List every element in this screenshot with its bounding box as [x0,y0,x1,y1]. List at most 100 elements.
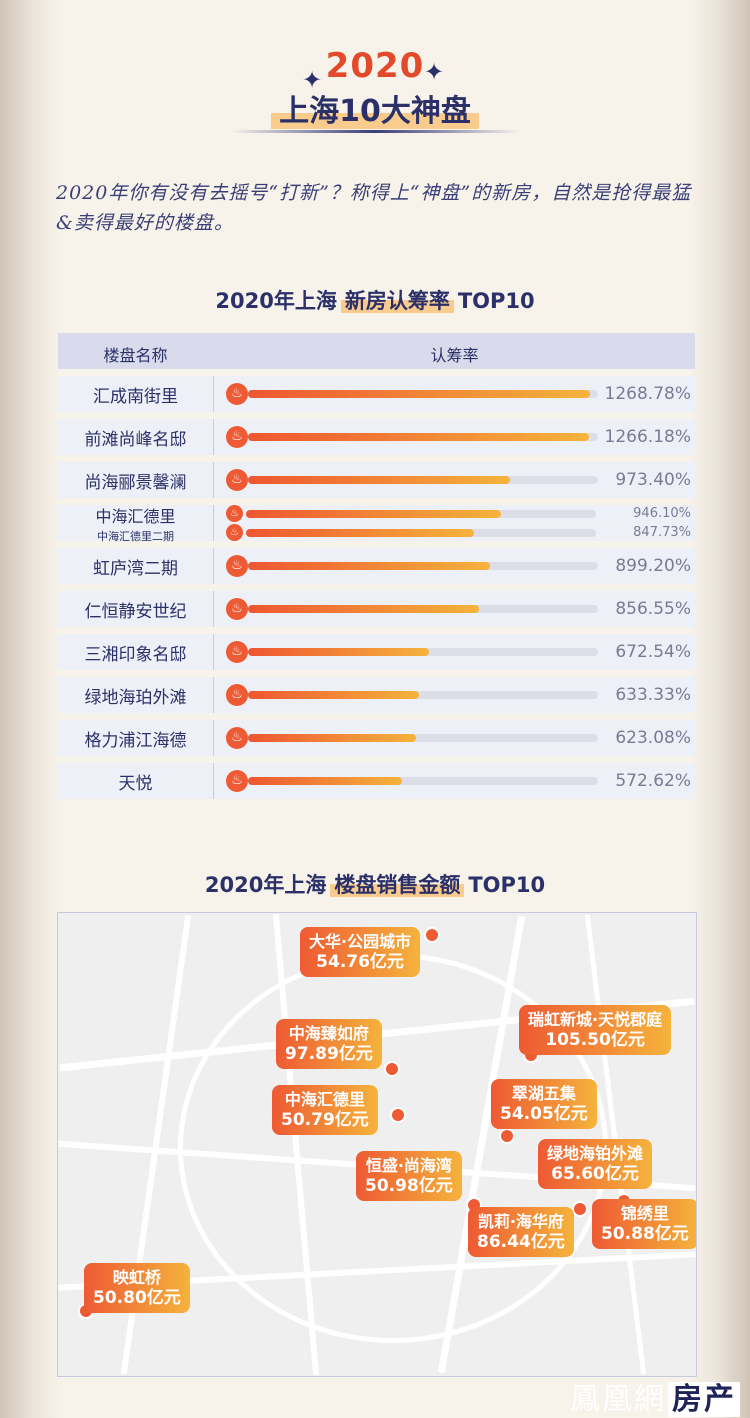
map-label-amount: 86.44亿元 [477,1232,565,1252]
row-name: 天悦 [58,763,214,799]
bar-track [248,562,598,570]
map-label: 绿地海铂外滩 65.60亿元 [538,1139,653,1189]
map-label-amount: 50.79亿元 [281,1110,369,1130]
flame-icon: ♨ [226,505,243,522]
bar-track [246,510,596,518]
section1-title-pre: 2020年上海 [215,289,337,313]
flame-icon: ♨ [226,383,248,405]
bar-value-label: 946.10% [633,506,691,521]
row-name-main: 汇成南街里 [93,386,178,407]
row-name-main: 格力浦江海德 [84,730,187,751]
bar-fill [248,390,590,398]
map-label: 中海臻如府 97.89亿元 [276,1019,382,1069]
map-label-name: 中海汇德里 [284,1090,365,1109]
bar-fill [248,476,510,484]
map-label-name: 锦绣里 [620,1204,669,1223]
bar-value-label: 572.62% [615,771,691,791]
row-name: 前滩尚峰名邸 [58,419,214,455]
column-rate-header: 认筹率 [430,346,479,365]
row-name-main: 三湘印象名邸 [84,644,187,665]
logo-text: 鳳凰網 [570,1382,666,1417]
map-pin-icon [572,1201,588,1217]
row-name: 仁恒静安世纪 [58,591,214,627]
map-label: 恒盛·尚海湾 50.98亿元 [356,1151,462,1201]
map-label: 锦绣里 50.88亿元 [592,1199,696,1249]
table-row: 仁恒静安世纪 ♨ 856.55% [58,591,695,627]
map-label-amount: 50.88亿元 [601,1224,689,1244]
table-row: 三湘印象名邸 ♨ 672.54% [58,634,695,670]
map-label: 翠湖五集 54.05亿元 [491,1079,597,1129]
map-label: 映虹桥 50.80亿元 [84,1263,190,1313]
map-label-amount: 97.89亿元 [285,1044,373,1064]
bar-line: ♨ 1268.78% [226,383,695,405]
flame-icon: ♨ [226,641,248,663]
bar-line: ♨ 633.33% [226,684,695,706]
header-year: 2020 [325,46,425,86]
map-label-amount: 54.05亿元 [500,1104,588,1124]
bar-value-label: 1266.18% [604,427,691,447]
row-name: 格力浦江海德 [58,720,214,756]
section2-title-hl: 楼盘销售金额 [330,873,465,897]
map-label-name: 瑞虹新城·天悦郡庭 [528,1010,663,1029]
map-label: 瑞虹新城·天悦郡庭 105.50亿元 [519,1005,672,1055]
row-name-main: 绿地海珀外滩 [84,687,187,708]
map-pin-icon [390,1107,406,1123]
map-label: 中海汇德里 50.79亿元 [272,1085,378,1135]
row-name-main: 尚海郦景馨澜 [84,472,187,493]
map-label-amount: 54.76亿元 [316,952,404,972]
map-label-name: 中海臻如府 [288,1024,369,1043]
table-body: 汇成南街里 ♨ 1268.78% 前滩尚峰名邸 ♨ 1266.18% 尚海郦景馨澜 ♨ 973.… [58,376,695,799]
bar-fill [248,734,416,742]
row-name-main: 中海汇德里 [95,506,176,526]
map-label-name: 翠湖五集 [511,1084,576,1103]
flame-icon: ♨ [226,727,248,749]
table-row: 格力浦江海德 ♨ 623.08% [58,720,695,756]
row-name: 虹庐湾二期 [58,548,214,584]
map-label-name: 映虹桥 [112,1268,161,1287]
bar-value-label: 899.20% [615,556,691,576]
row-name: 三湘印象名邸 [58,634,214,670]
table-row: 绿地海珀外滩 ♨ 633.33% [58,677,695,713]
bar-line: ♨ 899.20% [226,555,695,577]
table-row: 前滩尚峰名邸 ♨ 1266.18% [58,419,695,455]
bar-line: ♨ 856.55% [226,598,695,620]
map-pin-icon [384,1061,400,1077]
bar-fill [248,562,490,570]
bar-track [246,529,596,537]
flame-icon: ♨ [226,684,248,706]
subscription-rate-table: 楼盘名称 认筹率 汇成南街里 ♨ 1268.78% 前滩尚峰名邸 ♨ 1266.18% 尚海… [58,333,695,799]
map-label-name: 恒盛·尚海湾 [365,1156,452,1175]
bar-value-label: 973.40% [615,470,691,490]
map-label-name: 大华·公园城市 [309,932,412,951]
bar-track [248,691,598,699]
row-name-main: 虹庐湾二期 [93,558,178,579]
bar-fill [246,510,501,518]
bar-line: ♨ 946.10% [226,505,695,522]
column-name-header: 楼盘名称 [103,346,168,365]
section1-title-post: TOP10 [457,289,535,313]
map-label-amount: 65.60亿元 [551,1164,639,1184]
map-label-amount: 50.98亿元 [365,1176,453,1196]
map-label: 凯莉·海华府 86.44亿元 [468,1207,574,1257]
bar-value-label: 672.54% [615,642,691,662]
bar-track [248,648,598,656]
bar-track [248,605,598,613]
table-row: 天悦 ♨ 572.62% [58,763,695,799]
row-name-main: 仁恒静安世纪 [84,601,187,622]
header-title-text: 上海10大神盘 [271,94,479,129]
sparkle-left-icon: ✦ [302,66,323,94]
header-underline [230,130,520,133]
bar-track [248,734,598,742]
bar-fill [246,529,474,537]
flame-icon: ♨ [226,598,248,620]
section2-title-pre: 2020年上海 [204,873,327,897]
flame-icon: ♨ [226,426,248,448]
row-name: 中海汇德里 中海汇德里二期 [58,505,214,543]
bar-line: ♨ 623.08% [226,727,695,749]
bar-fill [248,648,429,656]
table-row: 虹庐湾二期 ♨ 899.20% [58,548,695,584]
bar-value-label: 847.73% [633,525,691,540]
bar-line: ♨ 672.54% [226,641,695,663]
map-label-name: 凯莉·海华府 [477,1212,564,1231]
